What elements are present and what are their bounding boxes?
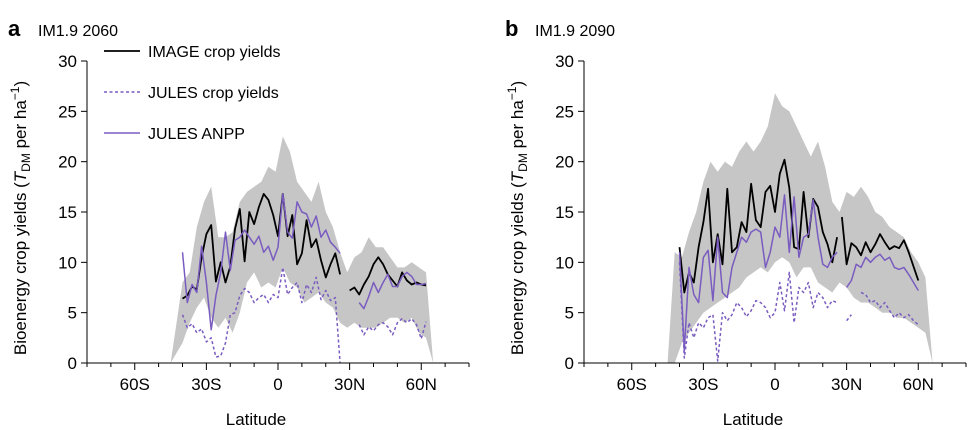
- y-tick-label: 0: [565, 354, 574, 373]
- x-axis-label: Latitude: [226, 410, 287, 429]
- y-axis-label-part: −1: [8, 86, 22, 100]
- y-tick-label: 5: [565, 304, 574, 323]
- panel-letter: b: [505, 16, 518, 41]
- x-tick-label: 60S: [617, 375, 647, 394]
- x-tick-label: 30S: [191, 375, 221, 394]
- y-axis-label-part: Bioenergy crop yields (: [11, 182, 30, 355]
- series-jules-anpp-segment-1: [181, 193, 341, 331]
- x-tick-label: 60N: [903, 375, 934, 394]
- series-jules-anpp-segment-2: [358, 271, 427, 310]
- x-tick-label: 30S: [688, 375, 718, 394]
- y-axis-label-part: DM: [19, 153, 33, 172]
- x-tick-label: 30N: [831, 375, 862, 394]
- x-tick-label: 60N: [406, 375, 437, 394]
- legend: IMAGE crop yields JULES crop yields JULES …: [104, 44, 280, 143]
- y-tick-label: 0: [68, 354, 77, 373]
- x-tick-label: 0: [770, 375, 779, 394]
- y-tick-label: 15: [555, 203, 574, 222]
- y-axis-label-part: T: [508, 170, 527, 182]
- y-axis-label-part: per ha: [11, 100, 30, 153]
- y-tick-label: 30: [58, 52, 77, 71]
- panel-letter: a: [8, 16, 21, 41]
- y-axis-label: Bioenergy crop yields (TDM per ha−1): [505, 81, 530, 355]
- legend-label: JULES crop yields: [148, 85, 279, 102]
- legend-label: JULES ANPP: [148, 126, 245, 143]
- y-tick-label: 20: [555, 153, 574, 172]
- series-jules-crop-yields-segment-1: [181, 266, 341, 364]
- y-axis-label-part: −1: [505, 86, 519, 100]
- y-axis-label-part: T: [11, 170, 30, 182]
- x-tick-label: 30N: [334, 375, 365, 394]
- y-tick-label: 25: [58, 102, 77, 121]
- y-axis-label-part: ): [11, 81, 30, 87]
- legend-label: IMAGE crop yields: [148, 44, 280, 61]
- y-axis-label-part: ): [508, 81, 527, 87]
- y-tick-label: 20: [58, 153, 77, 172]
- y-tick-label: 30: [555, 52, 574, 71]
- panel-title: IM1.9 2060: [38, 23, 118, 40]
- y-axis-label-part: Bioenergy crop yields (: [508, 182, 527, 355]
- y-axis-label-part: DM: [516, 153, 530, 172]
- y-tick-label: 5: [68, 304, 77, 323]
- y-axis-label-part: per ha: [508, 100, 527, 153]
- series-jules-crop-yields-segment-2: [358, 317, 427, 340]
- y-tick-label: 10: [58, 253, 77, 272]
- y-tick-label: 25: [555, 102, 574, 121]
- series-image-crop-yields-segment-1: [182, 192, 341, 300]
- series-jules-anpp-segment-2: [845, 253, 919, 291]
- series-jules-anpp-segment-1: [678, 194, 838, 352]
- y-tick-label: 15: [58, 203, 77, 222]
- panel-a: 0 5 10 15 20 25 30 60S 30S 0 30N 60N Latitude Bioener…: [8, 16, 470, 429]
- x-axis-label: Latitude: [723, 410, 784, 429]
- series-jules-crop-yields-segment-3: [860, 291, 919, 326]
- x-tick-label: 60S: [120, 375, 150, 394]
- panel-b: 0 5 10 15 20 25 30 60S 30S 0 30N 60N Latitude Bioener…: [505, 16, 967, 429]
- x-tick-label: 0: [273, 375, 282, 394]
- y-axis-label: Bioenergy crop yields (TDM per ha−1): [8, 81, 33, 355]
- panel-title: IM1.9 2090: [535, 23, 615, 40]
- series-image-crop-yields-segment-2: [841, 216, 920, 281]
- y-tick-label: 10: [555, 253, 574, 272]
- series-jules-crop-yields-segment-2: [846, 314, 852, 322]
